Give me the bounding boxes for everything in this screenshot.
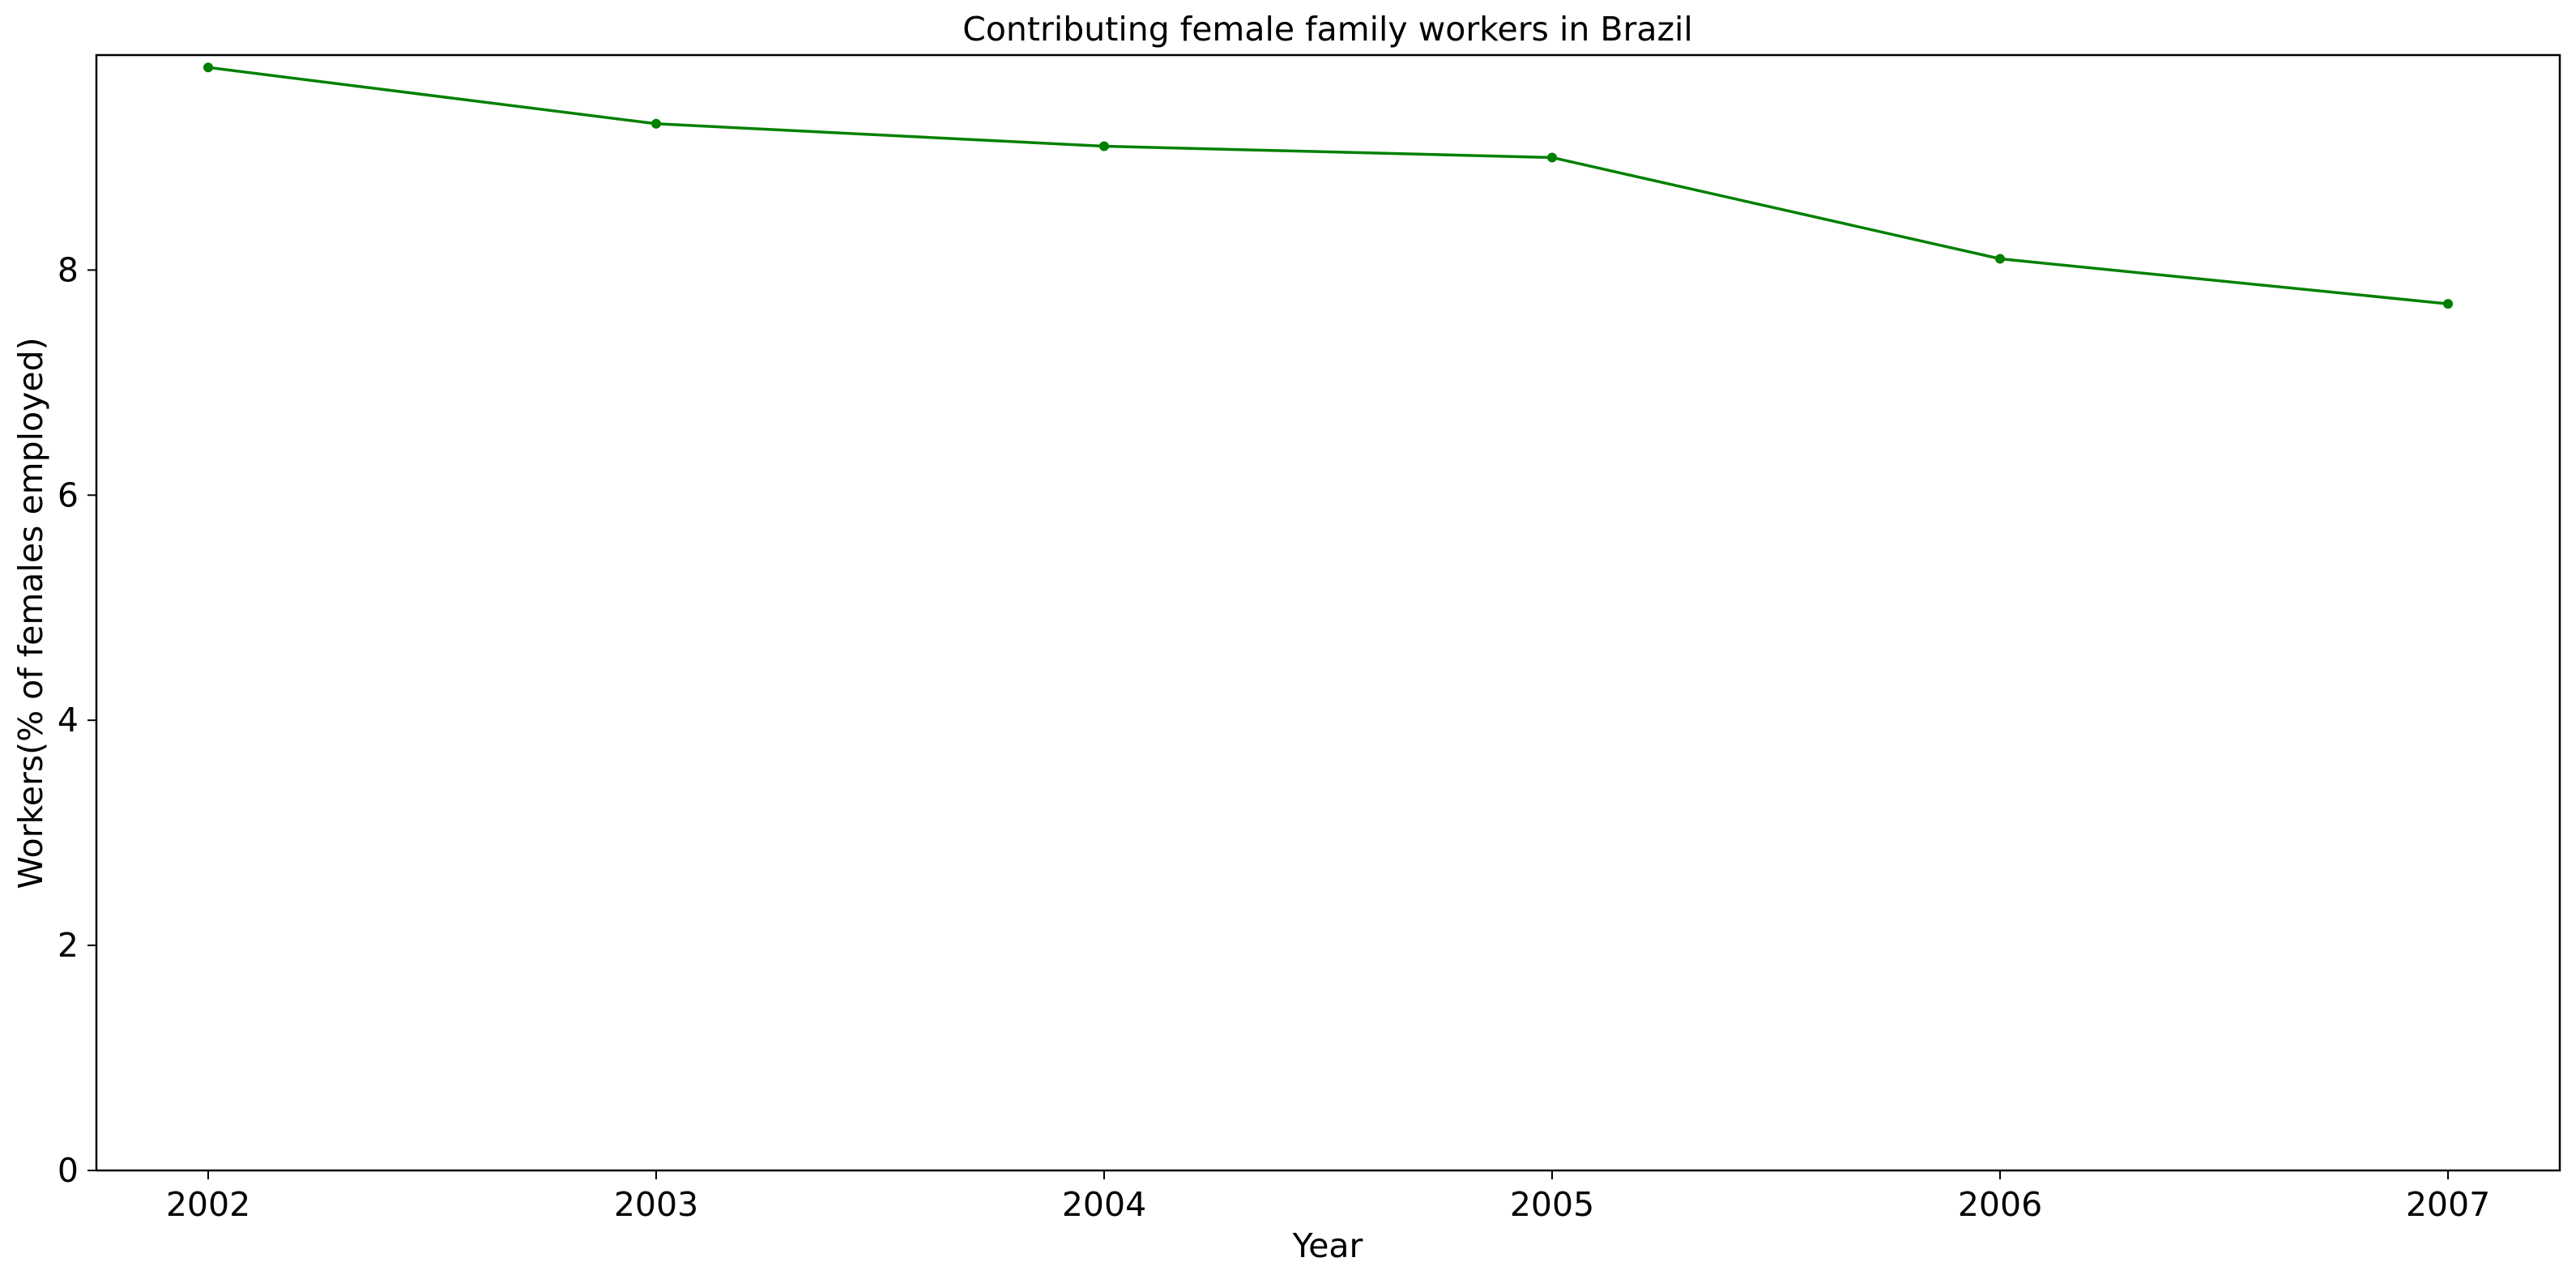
data-point — [2443, 299, 2453, 309]
y-axis: 0 2 4 6 8 — [58, 250, 96, 1190]
data-point — [1995, 254, 2005, 264]
y-tick-label: 4 — [58, 701, 79, 740]
data-layer — [203, 62, 2453, 309]
x-tick-label: 2002 — [166, 1185, 250, 1224]
plot-area — [95, 53, 2561, 1172]
x-tick-label: 2003 — [614, 1185, 698, 1224]
data-point — [1547, 152, 1557, 163]
x-tick-label: 2006 — [1958, 1185, 2042, 1224]
series-line — [207, 66, 2449, 305]
y-tick-label: 0 — [58, 1151, 79, 1190]
chart-title: Contributing female family workers in Br… — [962, 10, 1693, 49]
y-axis-label: Workers(% of females employed) — [11, 337, 50, 889]
x-tick-label: 2007 — [2406, 1185, 2490, 1224]
x-tick-label: 2005 — [1510, 1185, 1594, 1224]
data-point — [203, 62, 213, 73]
y-tick-label: 6 — [58, 475, 79, 514]
y-tick-label: 2 — [58, 926, 79, 965]
plot-frame — [95, 53, 2561, 1172]
y-tick-label: 8 — [58, 250, 79, 289]
x-axis-label: Year — [1292, 1226, 1363, 1265]
x-axis: 2002 2003 2004 2005 2006 2007 — [166, 1170, 2490, 1224]
data-point — [1099, 141, 1109, 151]
data-point — [651, 118, 661, 129]
x-tick-label: 2004 — [1062, 1185, 1146, 1224]
